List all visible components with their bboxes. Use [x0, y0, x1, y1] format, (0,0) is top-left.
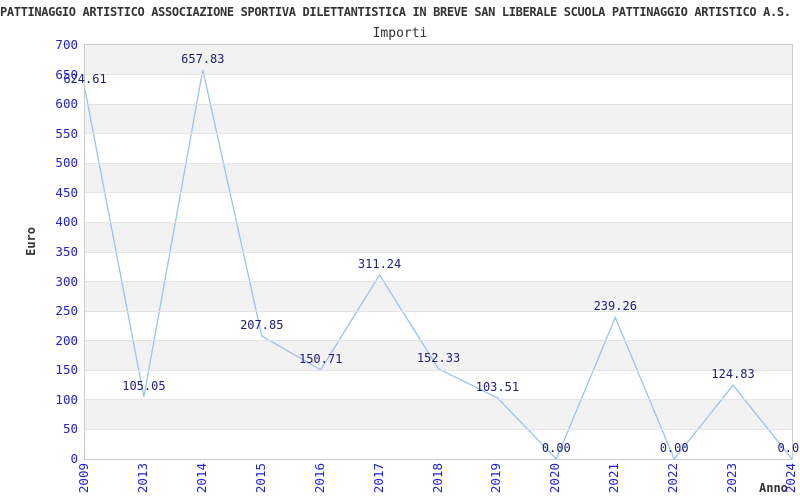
- x-tick-label: 2013: [134, 463, 150, 494]
- x-tick-label: 2018: [429, 463, 445, 494]
- data-label: 624.61: [63, 71, 107, 86]
- data-label: 657.83: [181, 51, 225, 66]
- gridline: [85, 103, 792, 105]
- x-tick-label: 2019: [488, 463, 504, 494]
- data-label: 150.71: [298, 351, 343, 366]
- x-tick-label: 2017: [370, 463, 386, 494]
- x-tick-label: 2009: [76, 463, 91, 494]
- gridline: [85, 162, 792, 164]
- data-label: 105.05: [122, 378, 166, 393]
- x-tick-label: 2021: [606, 463, 622, 494]
- x-tick-label: 2024: [783, 463, 798, 494]
- y-tick-label: 450: [55, 184, 78, 200]
- y-tick-label: 400: [55, 214, 78, 230]
- gridline: [85, 340, 792, 342]
- gridline: [85, 74, 792, 76]
- gridline: [85, 281, 792, 283]
- y-tick-label: 50: [62, 421, 78, 437]
- gridline: [85, 221, 792, 223]
- x-tick-label: 2016: [311, 463, 327, 494]
- x-tick-label: 2023: [724, 463, 740, 494]
- gridline: [85, 428, 792, 430]
- data-label: 0.00: [777, 441, 800, 455]
- y-tick-label: 600: [55, 96, 78, 112]
- x-tick-label: 2015: [252, 463, 268, 494]
- chart-title: PATTINAGGIO ARTISTICO ASSOCIAZIONE SPORT…: [0, 5, 791, 19]
- data-label: 311.24: [357, 256, 402, 271]
- x-axis-title: Anno: [759, 481, 788, 495]
- x-tick-label: 2022: [665, 463, 681, 494]
- chart-subtitle: Importi: [372, 26, 428, 41]
- y-tick-label: 550: [55, 125, 78, 141]
- data-label: 207.85: [240, 318, 284, 333]
- x-tick-label: 2014: [193, 463, 209, 494]
- data-label: 239.26: [593, 299, 637, 314]
- y-tick-label: 0: [70, 451, 78, 466]
- gridline: [85, 251, 792, 253]
- data-label: 103.51: [475, 379, 520, 394]
- gridline: [85, 369, 792, 371]
- y-tick-label: 300: [55, 273, 78, 289]
- y-tick-label: 150: [55, 362, 78, 378]
- y-tick-label: 200: [55, 332, 78, 348]
- line-series: [84, 69, 793, 461]
- data-label: 152.33: [416, 350, 461, 365]
- y-tick-label: 650: [55, 66, 78, 82]
- y-tick-label: 700: [55, 37, 78, 52]
- y-tick-label: 250: [55, 303, 78, 319]
- y-tick-label: 500: [55, 155, 78, 171]
- data-label: 124.83: [711, 367, 755, 382]
- gridline: [85, 399, 792, 401]
- data-label: 0.00: [541, 441, 571, 455]
- gridline: [85, 192, 792, 194]
- data-label: 0.00: [659, 441, 689, 455]
- y-tick-label: 100: [55, 391, 78, 407]
- y-tick-label: 350: [55, 244, 78, 259]
- x-tick-label: 2020: [547, 463, 563, 494]
- gridline: [85, 310, 792, 312]
- series-line: [84, 69, 793, 461]
- gridline: [85, 133, 792, 135]
- plot-area: 624.61 105.05 657.83 207.85 150.71 311.24 152.…: [63, 44, 800, 461]
